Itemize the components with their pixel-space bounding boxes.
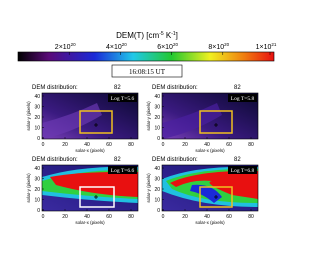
cross-marker — [94, 123, 98, 127]
panel-number: 82 — [234, 85, 241, 91]
x-tick-label: 80 — [248, 142, 254, 148]
panel-image — [42, 165, 138, 211]
x-tick-label: 0 — [162, 214, 165, 220]
x-tick-label: 60 — [226, 142, 232, 148]
x-tick-label: 60 — [106, 214, 112, 220]
x-tick-label: 0 — [42, 142, 45, 148]
x-axis-label: solar-x (pixels) — [195, 148, 225, 153]
log-t-box — [228, 94, 257, 102]
y-axis-label: solar-y (pixels) — [146, 101, 151, 131]
y-tick-label: 30 — [154, 104, 160, 110]
figure: DEM(T) [cm-5 K-1] 16:08:15 UT 2×1020 4×10… — [17, 31, 277, 225]
log-t-label: Log T=5.6 — [111, 96, 135, 102]
x-tick-label: 40 — [84, 214, 90, 220]
colorbar-tick-label: 1×1021 — [256, 42, 277, 51]
x-axis-label: solar-x (pixels) — [75, 220, 105, 225]
y-tick-label: 0 — [157, 136, 160, 142]
panel-title: DEM distribution: — [152, 157, 198, 163]
y-tick-label: 40 — [154, 166, 160, 172]
x-tick-label: 20 — [62, 142, 68, 148]
y-tick-label: 0 — [157, 208, 160, 214]
x-tick-label: 40 — [204, 214, 210, 220]
heatmap-region — [162, 103, 222, 139]
x-tick-label: 0 — [42, 214, 45, 220]
y-tick-label: 40 — [154, 94, 160, 100]
panel-number: 82 — [114, 85, 121, 91]
colorbar-tick-label: 4×1020 — [106, 42, 127, 51]
x-tick-label: 20 — [62, 214, 68, 220]
roi-box — [199, 186, 233, 208]
heatmap-region — [170, 170, 258, 199]
y-tick-label: 40 — [34, 166, 40, 172]
y-tick-label: 0 — [37, 208, 40, 214]
log-t-box — [108, 166, 137, 174]
x-tick-label: 40 — [84, 142, 90, 148]
y-tick-label: 10 — [154, 197, 160, 203]
panel-number: 82 — [234, 157, 241, 163]
y-tick-label: 0 — [37, 136, 40, 142]
y-tick-label: 10 — [154, 125, 160, 131]
x-tick-label: 20 — [182, 142, 188, 148]
colorbar-tick-label: 2×1020 — [55, 42, 76, 51]
x-tick-label: 80 — [128, 214, 134, 220]
cross-marker — [214, 195, 218, 199]
log-t-label: Log T=5.8 — [231, 96, 255, 102]
y-tick-label: 40 — [34, 94, 40, 100]
colorbar-tick-label: 8×1020 — [208, 42, 229, 51]
roi-box — [199, 110, 233, 134]
y-tick-label: 20 — [154, 115, 160, 121]
y-tick-label: 10 — [34, 125, 40, 131]
heatmap-region — [42, 103, 102, 139]
heatmap-region — [190, 184, 222, 203]
y-axis-label: solar-y (pixels) — [146, 173, 151, 203]
cross-marker — [214, 123, 218, 127]
y-tick-label: 30 — [154, 176, 160, 182]
log-t-label: Log T=6.6 — [111, 168, 135, 174]
panel-frame — [161, 92, 259, 140]
y-tick-label: 10 — [34, 197, 40, 203]
x-tick-label: 80 — [248, 214, 254, 220]
y-axis-label: solar-y (pixels) — [26, 173, 31, 203]
panel-title: DEM distribution: — [32, 157, 78, 163]
panel-frame — [41, 164, 139, 212]
x-tick-label: 80 — [128, 142, 134, 148]
x-tick-label: 60 — [106, 142, 112, 148]
roi-box — [79, 186, 115, 208]
y-tick-label: 20 — [34, 187, 40, 193]
colorbar-tick-label: 6×1020 — [157, 42, 178, 51]
y-tick-label: 20 — [34, 115, 40, 121]
y-axis-label: solar-y (pixels) — [26, 101, 31, 131]
timestamp-box — [111, 64, 183, 78]
panel-title: DEM distribution: — [32, 85, 78, 91]
colorbar — [17, 51, 275, 62]
log-t-box — [108, 94, 137, 102]
panel-frame — [161, 164, 259, 212]
colorbar-title: DEM(T) [cm-5 K-1] — [116, 31, 178, 40]
panel-image — [162, 165, 258, 211]
y-tick-label: 20 — [154, 187, 160, 193]
x-tick-label: 20 — [182, 214, 188, 220]
panel-number: 82 — [114, 157, 121, 163]
y-tick-label: 30 — [34, 104, 40, 110]
log-t-label: Log T=6.8 — [231, 168, 255, 174]
y-tick-label: 30 — [34, 176, 40, 182]
x-axis-label: solar-x (pixels) — [75, 148, 105, 153]
x-tick-label: 60 — [226, 214, 232, 220]
roi-box — [79, 110, 113, 134]
panel-title: DEM distribution: — [152, 85, 198, 91]
log-t-box — [228, 166, 257, 174]
x-tick-label: 0 — [162, 142, 165, 148]
timestamp: 16:08:15 UT — [129, 68, 166, 76]
x-axis-label: solar-x (pixels) — [195, 220, 225, 225]
cross-marker — [94, 195, 98, 199]
x-tick-label: 40 — [204, 142, 210, 148]
heatmap-region — [50, 171, 138, 197]
panel-frame — [41, 92, 139, 140]
